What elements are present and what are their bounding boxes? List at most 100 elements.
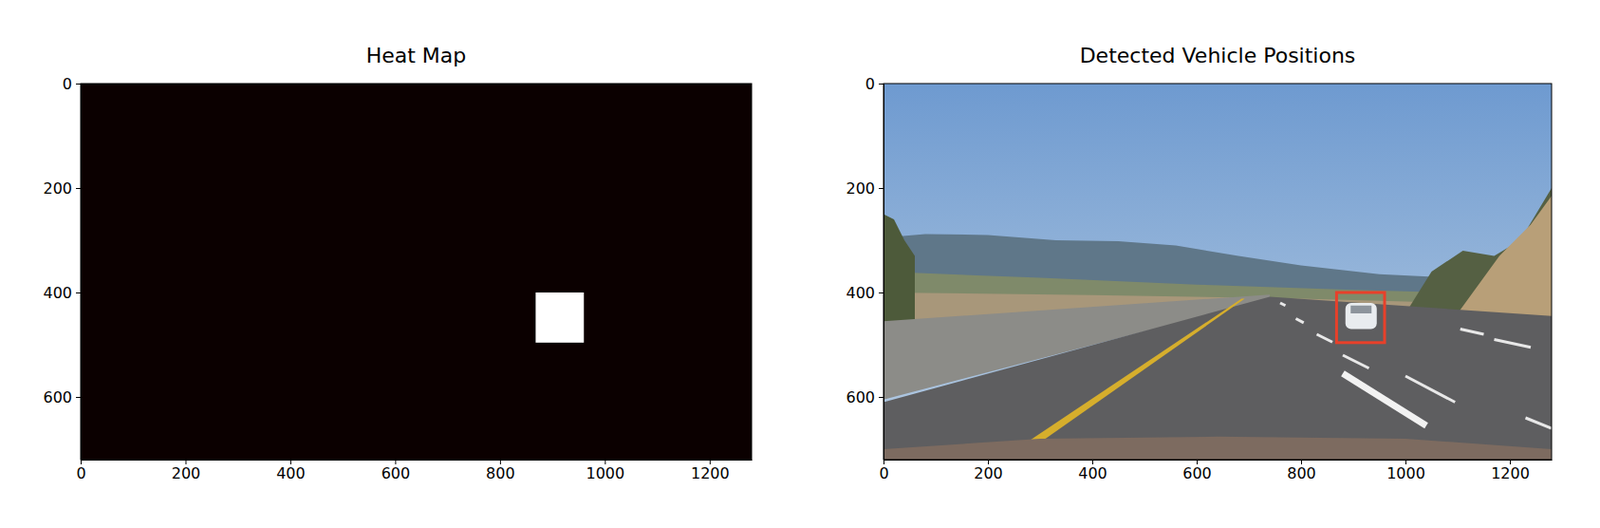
tick-mark	[75, 83, 81, 85]
tick-label: 0	[75, 464, 86, 483]
y-axis: 0 200 400 600	[42, 74, 81, 461]
tick: 600	[42, 388, 81, 407]
car-window	[1350, 305, 1372, 314]
tick-label: 200	[42, 179, 73, 198]
tick-label: 600	[42, 388, 73, 407]
tick: 1000	[585, 459, 625, 483]
frame	[883, 83, 1552, 460]
tick-label: 200	[171, 464, 202, 483]
tick-mark	[75, 396, 81, 398]
tick-mark	[500, 459, 502, 465]
tick-label: 1000	[585, 464, 625, 483]
tick-label: 1200	[1490, 464, 1530, 483]
tick-mark	[1301, 459, 1303, 465]
lane-dash	[1494, 339, 1532, 348]
tick-mark	[604, 459, 606, 465]
bounding-box	[1336, 292, 1385, 343]
road	[883, 296, 1552, 460]
lane-dash	[1317, 334, 1334, 342]
tick-label: 400	[845, 283, 875, 302]
tick-mark	[1405, 459, 1407, 465]
axis-line	[883, 84, 885, 461]
tick-label: 800	[485, 464, 516, 483]
heat-background	[80, 83, 752, 460]
tick: 600	[845, 388, 884, 407]
tick-mark	[878, 83, 884, 85]
lane-dash	[1342, 354, 1370, 369]
heat-cell	[535, 292, 584, 343]
tick-mark	[75, 187, 81, 189]
lane-dash	[1405, 375, 1455, 403]
trees-left	[883, 214, 915, 325]
tick-mark	[1196, 459, 1198, 465]
x-axis: 0 200 400 600 800 1000 1200	[878, 459, 1552, 483]
tick-label: 1200	[690, 464, 730, 483]
tick: 400	[276, 459, 306, 483]
lane-dash	[1296, 318, 1304, 323]
tick: 200	[973, 459, 1004, 483]
tick: 800	[1286, 459, 1317, 483]
x-axis: 0 200 400 600 800 1000 1200	[75, 459, 752, 483]
tick: 1200	[1490, 459, 1530, 483]
tick: 400	[42, 283, 81, 302]
tick: 1000	[1386, 459, 1426, 483]
tick: 0	[75, 459, 86, 483]
right-hill	[1457, 195, 1552, 329]
tick-label: 400	[276, 464, 306, 483]
axis-line	[80, 84, 82, 461]
tick-label: 200	[973, 464, 1004, 483]
panel: 0 200 400 600 800 1000 1200 0 200 400 600 Heat Map	[42, 43, 752, 483]
plot-area	[883, 83, 1552, 460]
tick-mark	[394, 459, 396, 465]
tick-mark	[185, 459, 187, 465]
lane-dash	[1525, 417, 1553, 428]
tick-label: 1000	[1386, 464, 1426, 483]
tick-mark	[1509, 459, 1511, 465]
tick: 0	[878, 459, 889, 483]
tick: 200	[845, 179, 884, 198]
axis-line	[81, 459, 753, 461]
tick-mark	[987, 459, 989, 465]
tick-label: 600	[381, 464, 411, 483]
yellow-line	[1024, 298, 1246, 445]
lane-dash	[1460, 329, 1485, 335]
chart-title: Detected Vehicle Positions	[1079, 43, 1357, 68]
tick: 400	[845, 283, 884, 302]
y-axis: 0 200 400 600	[845, 74, 884, 461]
tick: 0	[865, 74, 884, 94]
tick-label: 200	[845, 179, 875, 198]
tick-mark	[80, 459, 82, 465]
car	[1345, 302, 1377, 330]
plot-area	[80, 83, 752, 460]
tick-label: 0	[62, 74, 73, 94]
tick-label: 800	[1286, 464, 1317, 483]
tick: 1200	[690, 459, 730, 483]
tick: 400	[1078, 459, 1108, 483]
lane-dash	[1342, 372, 1427, 426]
tick-label: 0	[865, 74, 875, 94]
tick-label: 0	[878, 464, 889, 483]
tick-label: 400	[42, 283, 73, 302]
tick: 200	[42, 179, 81, 198]
tick: 600	[1182, 459, 1212, 483]
tick-mark	[883, 459, 885, 465]
tick: 0	[62, 74, 81, 94]
tick-mark	[878, 396, 884, 398]
tick-mark	[878, 187, 884, 189]
tick: 200	[171, 459, 202, 483]
axis-line	[884, 459, 1553, 461]
tick-label: 600	[1182, 464, 1212, 483]
tick: 600	[381, 459, 411, 483]
chart-title: Heat Map	[366, 43, 467, 68]
tick-mark	[709, 459, 711, 465]
frame	[80, 83, 752, 460]
tick-mark	[75, 292, 81, 294]
tick-label: 600	[845, 388, 875, 407]
tick: 800	[485, 459, 516, 483]
tick-mark	[290, 459, 292, 465]
hood	[883, 436, 1552, 460]
panel: 0 200 400 600 800 1000 1200 0 200 400 600 Detected …	[845, 43, 1600, 483]
sky	[883, 83, 1552, 460]
figure: 0200400600800100012000200400600Heat Map0…	[0, 0, 1600, 528]
tick-mark	[878, 292, 884, 294]
